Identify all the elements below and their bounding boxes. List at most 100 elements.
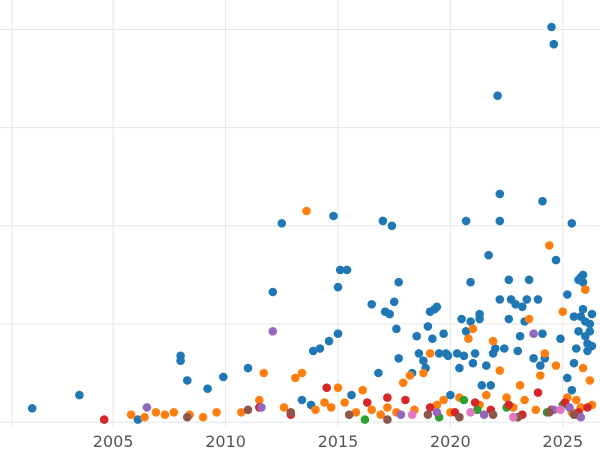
data-point-s0-106 bbox=[587, 341, 597, 351]
data-point-s0-41 bbox=[432, 302, 442, 312]
data-point-s1-38 bbox=[482, 390, 491, 400]
data-point-s1-19 bbox=[340, 398, 350, 407]
data-point-s1-44 bbox=[520, 395, 529, 405]
data-point-s0-46 bbox=[446, 390, 455, 400]
data-point-s0-67 bbox=[495, 216, 505, 226]
data-point-s1-9 bbox=[254, 395, 264, 405]
data-point-s0-69 bbox=[500, 344, 509, 353]
data-point-s0-89 bbox=[556, 334, 565, 344]
data-point-s1-17 bbox=[326, 403, 336, 412]
data-point-s5-1 bbox=[243, 405, 253, 415]
data-point-s1-21 bbox=[358, 385, 368, 395]
data-point-s2-2 bbox=[459, 395, 469, 405]
data-point-s0-71 bbox=[504, 275, 514, 285]
data-point-s1-3 bbox=[160, 410, 170, 420]
data-point-s1-36 bbox=[468, 324, 478, 334]
data-point-s0-66 bbox=[495, 189, 505, 199]
data-point-s5-2 bbox=[286, 408, 296, 417]
data-point-s0-55 bbox=[468, 358, 478, 368]
data-point-s6-0 bbox=[407, 410, 417, 420]
data-point-s0-14 bbox=[315, 344, 325, 353]
data-point-s0-97 bbox=[578, 270, 588, 280]
data-point-s5-3 bbox=[344, 410, 354, 420]
data-point-s0-23 bbox=[374, 368, 383, 378]
data-point-s0-109 bbox=[578, 304, 588, 314]
data-point-s0-30 bbox=[394, 277, 404, 287]
data-point-s0-75 bbox=[515, 331, 525, 341]
data-point-s0-19 bbox=[335, 265, 345, 275]
data-point-s3-0 bbox=[99, 415, 109, 424]
data-point-s0-35 bbox=[419, 356, 428, 366]
data-point-s0-48 bbox=[455, 363, 464, 373]
data-point-s1-50 bbox=[551, 361, 561, 370]
data-point-s2-3 bbox=[473, 405, 482, 415]
data-point-s0-98 bbox=[578, 277, 588, 287]
points-layer bbox=[27, 22, 597, 424]
data-point-s0-73 bbox=[511, 300, 520, 309]
data-point-s0-107 bbox=[574, 327, 583, 336]
data-point-s0-13 bbox=[308, 346, 318, 356]
data-point-s0-87 bbox=[549, 39, 559, 49]
data-point-s1-1 bbox=[140, 412, 149, 422]
data-point-s1-51 bbox=[558, 307, 568, 317]
data-point-s1-4 bbox=[169, 408, 179, 417]
data-point-s3-9 bbox=[470, 398, 480, 407]
data-point-s0-59 bbox=[477, 381, 487, 390]
data-point-s0-60 bbox=[482, 361, 491, 370]
data-point-s0-17 bbox=[333, 329, 343, 339]
data-point-s0-110 bbox=[581, 317, 590, 326]
data-point-s1-23 bbox=[376, 410, 386, 420]
data-point-s2-0 bbox=[360, 415, 370, 424]
data-point-s0-62 bbox=[486, 381, 496, 390]
data-point-s1-6 bbox=[198, 412, 208, 422]
data-point-s4-5 bbox=[479, 410, 489, 420]
data-point-s0-74 bbox=[513, 346, 523, 356]
data-point-s0-80 bbox=[529, 354, 538, 363]
data-point-s1-30 bbox=[425, 349, 435, 358]
data-point-s0-16 bbox=[329, 211, 338, 221]
data-point-s1-35 bbox=[464, 334, 473, 344]
data-point-s0-51 bbox=[461, 327, 471, 336]
data-point-s0-33 bbox=[412, 331, 422, 341]
data-point-s0-92 bbox=[569, 312, 579, 321]
data-point-s1-16 bbox=[320, 398, 329, 407]
data-point-s0-15 bbox=[324, 336, 334, 346]
data-point-s0-91 bbox=[567, 219, 577, 228]
data-point-s0-83 bbox=[538, 196, 547, 206]
data-point-s3-6 bbox=[401, 395, 410, 405]
data-point-s3-7 bbox=[425, 403, 435, 412]
data-point-s1-27 bbox=[405, 371, 415, 380]
data-point-s0-45 bbox=[443, 351, 453, 361]
data-point-s0-68 bbox=[495, 295, 505, 304]
data-point-s4-6 bbox=[529, 329, 538, 339]
data-point-s0-79 bbox=[524, 275, 534, 285]
data-point-s0-50 bbox=[459, 351, 469, 361]
data-point-s1-41 bbox=[502, 393, 511, 402]
x-tick-label-2025: 2025 bbox=[542, 432, 583, 450]
data-point-s4-4 bbox=[432, 408, 442, 417]
x-tick-label-2005: 2005 bbox=[93, 432, 134, 450]
data-point-s5-10 bbox=[569, 410, 579, 420]
data-point-s1-48 bbox=[540, 349, 550, 358]
data-point-s0-86 bbox=[547, 22, 556, 32]
x-axis-ticks: 2005 2010 2015 2020 2025 bbox=[93, 432, 583, 450]
data-point-s4-8 bbox=[565, 403, 574, 412]
data-point-s1-7 bbox=[212, 408, 221, 417]
data-point-s0-94 bbox=[572, 344, 581, 353]
data-point-s0-22 bbox=[367, 300, 377, 309]
data-point-s4-0 bbox=[142, 403, 152, 412]
data-point-s0-39 bbox=[428, 334, 437, 344]
data-point-s1-20 bbox=[351, 408, 361, 417]
data-point-s4-3 bbox=[396, 410, 406, 420]
data-point-s1-46 bbox=[531, 405, 541, 415]
data-point-s0-49 bbox=[457, 314, 466, 324]
data-point-s1-13 bbox=[297, 368, 307, 378]
data-point-s3-11 bbox=[504, 400, 514, 410]
data-point-s1-11 bbox=[279, 403, 289, 412]
data-point-s0-54 bbox=[466, 277, 475, 287]
data-point-s5-7 bbox=[488, 410, 498, 420]
data-point-s0-105 bbox=[587, 309, 597, 319]
data-point-s1-29 bbox=[419, 368, 428, 378]
data-point-s3-5 bbox=[383, 393, 392, 402]
